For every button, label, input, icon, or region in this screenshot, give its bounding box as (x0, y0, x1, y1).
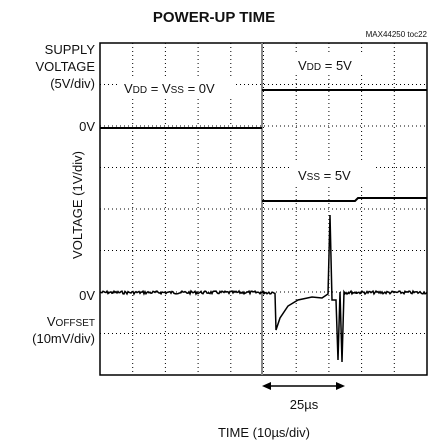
annotation-part: = 5V (321, 58, 352, 73)
annotation-part: DD (307, 62, 321, 73)
annotation-part: V (298, 58, 307, 73)
label-bg (118, 77, 234, 97)
annotation-part: DD (133, 85, 147, 96)
annotation-part: V (298, 168, 307, 183)
label-bg (292, 53, 374, 75)
offset-trace (99, 214, 428, 363)
supply-zero: 0V (79, 119, 95, 134)
y-label: VOLTAGE (1V/div) (70, 151, 85, 259)
annotation-part: = 0V (184, 81, 215, 96)
annotation-part: SS (171, 85, 185, 96)
offset-zero: 0V (79, 288, 95, 303)
x-label: TIME (10µs/div) (218, 425, 310, 440)
offset-scale: (10mV/div) (32, 331, 95, 346)
supply-label: SUPPLY (45, 42, 96, 57)
annotation: VDD = 5V (298, 58, 352, 73)
offset-label: VOFFSET (47, 314, 95, 329)
arrow-heads (262, 382, 345, 390)
figure-id: MAX44250 toc22 (366, 30, 428, 39)
annotation-part: SS (307, 172, 321, 183)
grid (100, 43, 427, 375)
annotation-part: = 5V (320, 168, 351, 183)
annotation-part: = V (147, 81, 171, 96)
supply-label: VOLTAGE (36, 59, 96, 74)
label-bg (292, 163, 374, 187)
annotation: VSS = 5V (298, 168, 351, 183)
annotation-part: V (124, 81, 133, 96)
supply-label: (5V/div) (50, 76, 95, 91)
title: POWER-UP TIME (153, 9, 275, 26)
vdd-trace (100, 89, 427, 129)
time-marker: 25µs (290, 397, 319, 412)
annotation: VDD = VSS = 0V (124, 81, 215, 96)
vss-trace (262, 197, 427, 202)
frame (99, 42, 428, 376)
